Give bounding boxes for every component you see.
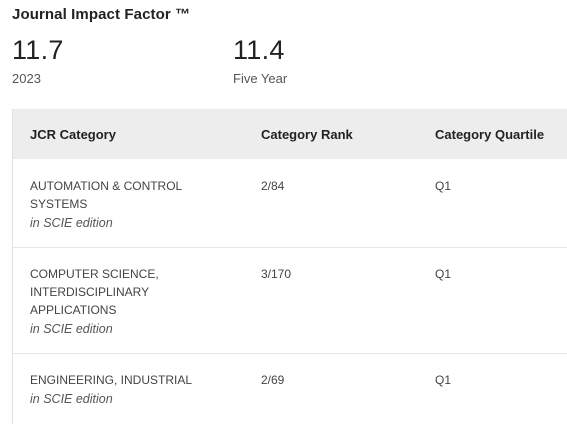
category-name: AUTOMATION & CONTROL SYSTEMS in SCIE edi… (30, 177, 205, 233)
category-quartile: Q1 (435, 179, 452, 193)
jif-2023-label: 2023 (12, 71, 41, 86)
category-name: ENGINEERING, INDUSTRIAL in SCIE edition (30, 371, 205, 409)
category-name-line: COMPUTER SCIENCE, (30, 267, 159, 281)
category-rank: 2/69 (261, 373, 285, 387)
jif-2023-value: 11.7 (12, 35, 64, 65)
category-quartile: Q1 (435, 373, 452, 387)
header-category-quartile: Category Quartile (435, 127, 545, 142)
jcr-category-table: JCR Category Category Rank Category Quar… (12, 109, 567, 424)
row-divider (13, 353, 567, 354)
category-name-line: SYSTEMS (30, 197, 88, 211)
category-edition: in SCIE edition (30, 216, 113, 230)
jif-title: Journal Impact Factor ™ (12, 6, 191, 23)
category-name-line: ENGINEERING, INDUSTRIAL (30, 373, 193, 387)
category-edition: in SCIE edition (30, 322, 113, 336)
jif-five-year-value: 11.4 (233, 35, 285, 65)
row-divider (13, 247, 567, 248)
category-name-line: APPLICATIONS (30, 303, 117, 317)
header-jcr-category: JCR Category (30, 127, 116, 142)
category-name-line: INTERDISCIPLINARY (30, 285, 150, 299)
category-rank: 3/170 (261, 267, 292, 281)
category-rank: 2/84 (261, 179, 285, 193)
jif-five-year-metric: 11.4 Five Year (233, 34, 287, 86)
category-name: COMPUTER SCIENCE, INTERDISCIPLINARY APPL… (30, 265, 205, 339)
jif-2023-metric: 11.7 2023 (12, 34, 64, 86)
category-quartile: Q1 (435, 267, 452, 281)
header-category-rank: Category Rank (261, 127, 353, 142)
jif-five-year-label: Five Year (233, 71, 288, 86)
table-header: JCR Category Category Rank Category Quar… (13, 109, 567, 159)
category-name-line: AUTOMATION & CONTROL (30, 179, 183, 193)
category-edition: in SCIE edition (30, 392, 113, 406)
